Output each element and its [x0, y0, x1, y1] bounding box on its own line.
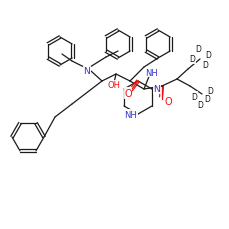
Text: O: O [164, 97, 171, 106]
Text: D: D [188, 55, 194, 64]
Text: NH: NH [124, 110, 137, 119]
Text: D: D [201, 60, 207, 69]
Text: D: D [203, 95, 209, 104]
Text: D: D [196, 100, 202, 109]
Text: N: N [153, 85, 160, 94]
Text: O: O [124, 89, 131, 98]
Text: OH: OH [107, 81, 120, 90]
Text: D: D [194, 45, 200, 54]
Text: NH: NH [145, 68, 158, 77]
Text: N: N [83, 67, 90, 76]
Text: D: D [204, 51, 210, 60]
Text: D: D [190, 92, 196, 101]
Text: D: D [206, 86, 212, 95]
